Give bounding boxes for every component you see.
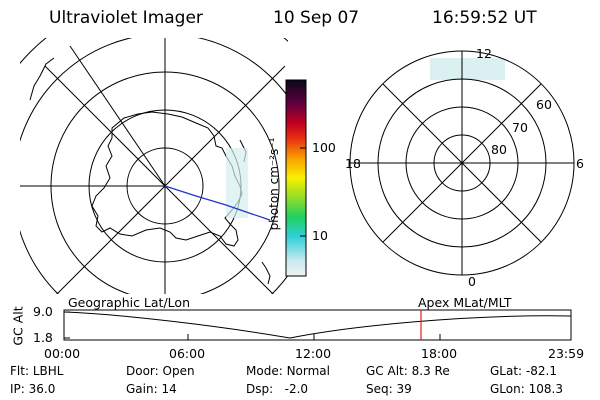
info-value: 8.3 Re bbox=[411, 364, 450, 378]
mlt-label-bottom: 0 bbox=[468, 274, 476, 289]
meridian-line bbox=[56, 185, 166, 294]
instrument-title: Ultraviolet Imager bbox=[49, 8, 203, 28]
x-tick-label: 06:00 bbox=[169, 346, 206, 361]
antarctica-coastline bbox=[91, 111, 243, 247]
polar-axis bbox=[382, 83, 542, 243]
y-tick-label: 1.8 bbox=[33, 330, 53, 345]
info-value: Open bbox=[162, 364, 195, 378]
info-value: 39 bbox=[396, 382, 412, 396]
x-tick-label: 23:59 bbox=[548, 346, 585, 361]
time-label: 16:59:52 UT bbox=[432, 8, 537, 28]
lat-label-70: 70 bbox=[512, 120, 528, 135]
colorbar-tick-label: 100 bbox=[312, 140, 336, 155]
info-dsp: Dsp: -2.0 bbox=[246, 382, 309, 396]
colorbar-tick-label: 10 bbox=[312, 228, 328, 243]
info-seq: Seq: 39 bbox=[366, 382, 412, 396]
date-label: 10 Sep 07 bbox=[273, 8, 360, 28]
mlt-label-top: 12 bbox=[476, 46, 492, 61]
colorbar bbox=[285, 79, 307, 277]
info-gc-alt: GC Alt: 8.3 Re bbox=[366, 364, 450, 378]
meridian-line bbox=[164, 185, 274, 294]
x-tick-label: 18:00 bbox=[421, 346, 458, 361]
mlt-label-left: 18 bbox=[345, 156, 361, 171]
info-value: LBHL bbox=[32, 364, 64, 378]
blue-trace-line bbox=[164, 185, 271, 221]
info-value: Normal bbox=[286, 364, 330, 378]
meridian-line bbox=[44, 65, 166, 187]
info-value: 36.0 bbox=[28, 382, 56, 396]
colorbar-unit-label: photon cm⁻²s⁻¹ bbox=[267, 137, 281, 231]
x-tick-label: 00:00 bbox=[44, 346, 81, 361]
timeline-frame bbox=[63, 309, 572, 341]
info-gain: Gain: 14 bbox=[126, 382, 177, 396]
info-door: Door: Open bbox=[126, 364, 195, 378]
info-value: 108.3 bbox=[528, 382, 563, 396]
altitude-curve bbox=[63, 311, 572, 339]
lat-label-60: 60 bbox=[536, 97, 552, 112]
auroral-glow bbox=[226, 148, 248, 218]
mlt-label-right: 6 bbox=[576, 156, 584, 171]
info-value: -82.1 bbox=[525, 364, 557, 378]
meridian-line bbox=[69, 45, 166, 187]
info-value: 14 bbox=[161, 382, 177, 396]
info-value: -2.0 bbox=[284, 382, 309, 396]
y-tick-label: 9.0 bbox=[33, 304, 53, 319]
info-mode: Mode: Normal bbox=[246, 364, 330, 378]
info-glat: GLat: -82.1 bbox=[490, 364, 557, 378]
info-glon: GLon: 108.3 bbox=[490, 382, 563, 396]
magnetic-polar-plot bbox=[349, 50, 575, 276]
timeline-right-label: Apex MLat/MLT bbox=[418, 295, 512, 310]
timeline-left-label: Geographic Lat/Lon bbox=[68, 295, 190, 310]
timeline-axis-label: GC Alt bbox=[10, 306, 26, 346]
info-flt: Flt: LBHL bbox=[10, 364, 64, 378]
coastline-fragment bbox=[261, 261, 271, 285]
info-ip: IP: 36.0 bbox=[10, 382, 56, 396]
coastline-fragment bbox=[29, 57, 55, 101]
geographic-map bbox=[20, 38, 288, 294]
auroral-glow bbox=[430, 58, 505, 80]
x-tick-label: 12:00 bbox=[295, 346, 332, 361]
lat-label-80: 80 bbox=[491, 142, 507, 157]
meridian-line bbox=[164, 65, 286, 187]
